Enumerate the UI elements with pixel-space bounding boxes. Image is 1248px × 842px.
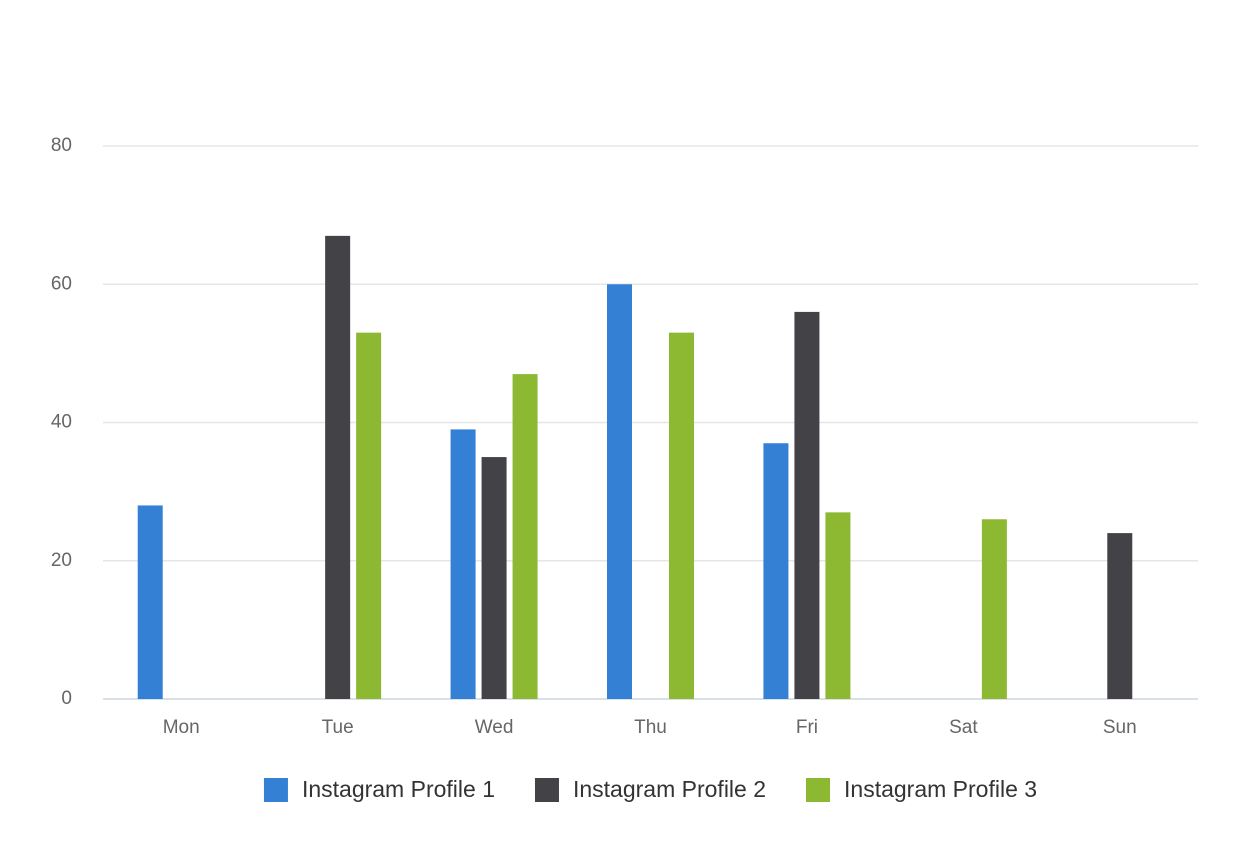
y-tick-label: 60: [51, 273, 72, 294]
legend-swatch: [534, 778, 559, 802]
legend-swatch: [263, 778, 288, 802]
bar: [137, 505, 163, 699]
bar: [481, 457, 507, 699]
bar: [607, 284, 632, 699]
bar: [825, 512, 851, 699]
x-tick-label: Sun: [1103, 717, 1137, 738]
legend-label[interactable]: Instagram Profile 2: [573, 776, 766, 802]
x-tick-label: Tue: [322, 717, 354, 738]
bar: [669, 332, 694, 699]
bar: [325, 235, 351, 700]
legend-label[interactable]: Instagram Profile 1: [302, 776, 495, 802]
bar: [1107, 533, 1133, 699]
bar: [356, 332, 382, 699]
y-tick-label: 20: [51, 550, 72, 571]
x-tick-label: Sat: [949, 717, 978, 738]
x-tick-label: Fri: [796, 717, 818, 738]
bar: [981, 519, 1007, 699]
x-tick-label: Wed: [475, 717, 514, 738]
bar: [512, 374, 538, 699]
bar: [450, 429, 476, 699]
bar: [794, 311, 820, 699]
legend-swatch: [806, 778, 831, 802]
bar: [763, 443, 789, 699]
y-tick-label: 0: [61, 688, 72, 709]
x-tick-label: Thu: [634, 717, 667, 738]
x-tick-label: Mon: [163, 717, 200, 738]
y-tick-label: 80: [51, 135, 72, 156]
y-tick-label: 40: [51, 412, 72, 433]
legend-label[interactable]: Instagram Profile 3: [844, 776, 1037, 802]
